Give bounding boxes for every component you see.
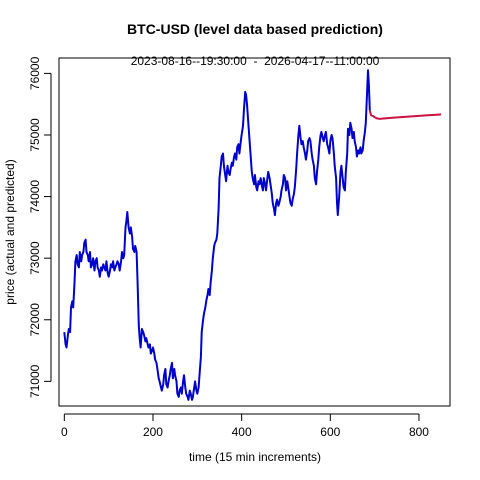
x-tick-label: 600 (320, 425, 340, 439)
chart-title: BTC-USD (level data based prediction) (127, 21, 383, 37)
series-layer (63, 69, 442, 401)
x-tick-label: 0 (61, 425, 68, 439)
series-actual-line (63, 69, 371, 401)
series-predicted-line (368, 110, 442, 120)
x-tick-label: 800 (409, 425, 429, 439)
y-tick-label: 73000 (28, 241, 42, 275)
y-tick-label: 74000 (28, 180, 42, 214)
y-tick-label: 72000 (28, 303, 42, 337)
y-tick-label: 75000 (28, 118, 42, 152)
x-tick-label: 200 (143, 425, 163, 439)
y-tick-label: 71000 (28, 364, 42, 398)
chart-subtitle: 2023-08-16--19:30:00 - 2026-04-17--11:00… (131, 54, 380, 68)
plot-frame (58, 57, 451, 407)
x-tick-label: 400 (232, 425, 252, 439)
x-axis-label: time (15 min increments) (189, 450, 321, 464)
y-axis-label: price (actual and predicted) (3, 159, 17, 304)
y-tick-label: 76000 (28, 56, 42, 90)
axes-layer: 0 200 400 600 800 71000 72000 73000 74000 75000 76… (28, 56, 429, 439)
